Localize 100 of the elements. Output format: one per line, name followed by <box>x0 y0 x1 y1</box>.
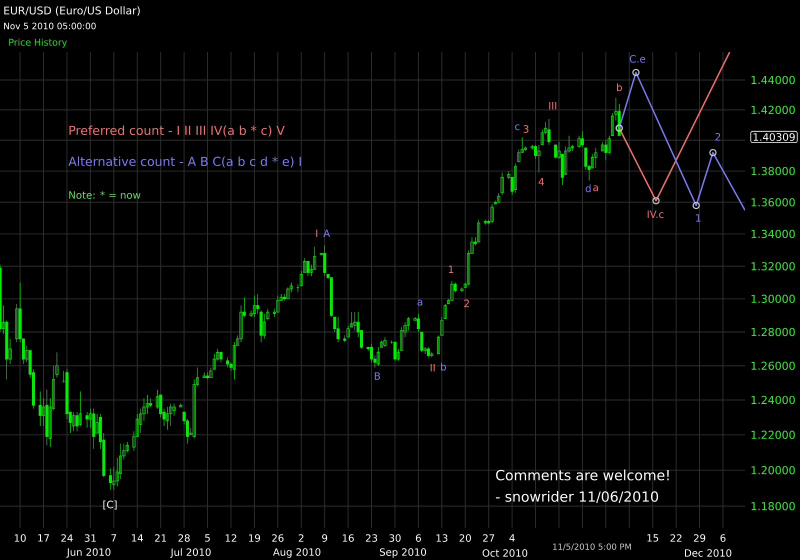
candlestick <box>179 403 182 408</box>
text: Oct 2010 <box>482 549 528 557</box>
chart-subtitle: Nov 5 2010 05:00:00 <box>4 22 96 30</box>
annotation: a <box>418 300 422 306</box>
x-tick-label: 13 <box>436 534 448 542</box>
annotation: [C] <box>103 500 117 510</box>
annotation: c <box>515 124 520 130</box>
y-tick-label: 1.36000 <box>752 198 795 206</box>
candlestick <box>604 140 608 161</box>
candlestick <box>594 148 598 168</box>
x-tick-label: 27 <box>483 534 494 542</box>
candlestick <box>336 316 340 342</box>
candlestick <box>219 352 222 363</box>
x-tick-label: 6 <box>416 534 421 542</box>
x-tick-label: 28 <box>178 534 190 542</box>
text: Dec 2010 <box>685 549 732 557</box>
text: Price History <box>9 38 67 48</box>
candlestick <box>477 219 480 242</box>
annotation: C.e <box>630 55 646 63</box>
candlestick <box>92 408 96 450</box>
x-tick-label: 10 <box>14 534 26 542</box>
candlestick <box>460 287 464 293</box>
x-tick-label: 9 <box>322 534 328 542</box>
x-tick-label: 6 <box>720 534 726 542</box>
y-tick-label: 1.24000 <box>752 396 795 404</box>
candlestick <box>500 172 504 195</box>
text: 1.40309 <box>754 133 795 141</box>
candlestick <box>537 144 540 173</box>
annotation: 3 <box>524 125 528 133</box>
candlestick <box>450 280 454 301</box>
x-tick-label: 19 <box>249 534 260 542</box>
text: Sep 2010 <box>380 548 426 558</box>
annotation: d <box>586 184 591 192</box>
annotation: B <box>374 372 380 380</box>
y-tick-label: 1.30000 <box>752 294 795 303</box>
candlestick <box>262 313 266 340</box>
y-tick-label: 1.28000 <box>752 328 795 336</box>
candlestick <box>86 412 89 428</box>
candlestick <box>306 261 310 276</box>
x-tick-label: 2 <box>298 534 304 542</box>
x-tick-label: 20 <box>460 534 471 542</box>
x-tick-label: 14 <box>132 534 144 542</box>
candlestick <box>490 204 494 224</box>
candlestick <box>169 403 172 426</box>
candlestick <box>72 412 76 432</box>
annotation: III <box>549 102 556 110</box>
annotation: - snowrider 11/06/2010 <box>496 491 658 503</box>
annotation: 1 <box>448 266 454 273</box>
text: Jul 2010 <box>170 548 211 558</box>
y-tick-label: 1.22000 <box>752 430 795 439</box>
candlestick <box>383 336 386 348</box>
annotation: 2 <box>715 133 720 141</box>
annotation: Note: * = now <box>69 191 140 199</box>
candlestick <box>45 389 48 446</box>
candlestick <box>580 130 584 147</box>
y-tick-label: 1.20000 <box>752 466 795 474</box>
y-tick-label: 1.38000 <box>752 166 795 176</box>
y-tick-label: 1.34000 <box>752 230 795 238</box>
candlestick <box>108 468 112 490</box>
x-tick-label: 15 <box>647 534 658 542</box>
candlestick <box>578 135 581 148</box>
candlestick <box>514 163 517 194</box>
chart-title: EUR/USD (Euro/US Dollar) <box>4 6 140 16</box>
candlestick <box>484 219 487 225</box>
candlestick <box>426 346 430 358</box>
candlestick <box>252 295 256 318</box>
annotation: a <box>593 185 598 192</box>
annotation: II <box>430 364 435 372</box>
text: Preferred count - I II III IV(a b * c) V <box>69 125 285 137</box>
text: Jun 2010 <box>66 548 110 558</box>
x-tick-label: 30 <box>389 534 401 542</box>
x-tick-label: 4 <box>509 534 515 542</box>
annotation: I <box>316 230 318 237</box>
annotation: 1 <box>696 214 700 222</box>
candlestick <box>323 244 326 276</box>
annotation: A <box>323 230 330 237</box>
x-tick-label: 16 <box>342 534 354 542</box>
x-tick-label: 5 <box>205 534 210 542</box>
annotation: 2 <box>464 300 469 308</box>
x-tick-label: 22 <box>670 534 682 542</box>
candlestick <box>38 391 42 426</box>
candlestick <box>436 335 440 354</box>
x-tick-label: 12 <box>226 534 236 542</box>
annotation: Comments are welcome! <box>496 470 669 480</box>
x-tick-label: 17 <box>38 534 50 542</box>
candlestick <box>497 192 500 203</box>
x-tick-label: 23 <box>366 534 378 542</box>
y-tick-label: 1.42000 <box>752 106 795 114</box>
text: Aug 2010 <box>273 548 320 558</box>
annotation: b <box>617 83 622 92</box>
x-tick-label: 7 <box>111 534 116 542</box>
candlestick <box>202 372 206 378</box>
x-tick-label: 24 <box>61 534 73 542</box>
candlestick <box>226 356 230 368</box>
candlestick <box>166 406 169 430</box>
annotation: b <box>441 362 446 371</box>
annotation: 4 <box>538 178 544 186</box>
candlestick <box>393 342 396 361</box>
y-tick-label: 1.32000 <box>752 262 795 270</box>
x-tick-label: 21 <box>155 534 166 542</box>
